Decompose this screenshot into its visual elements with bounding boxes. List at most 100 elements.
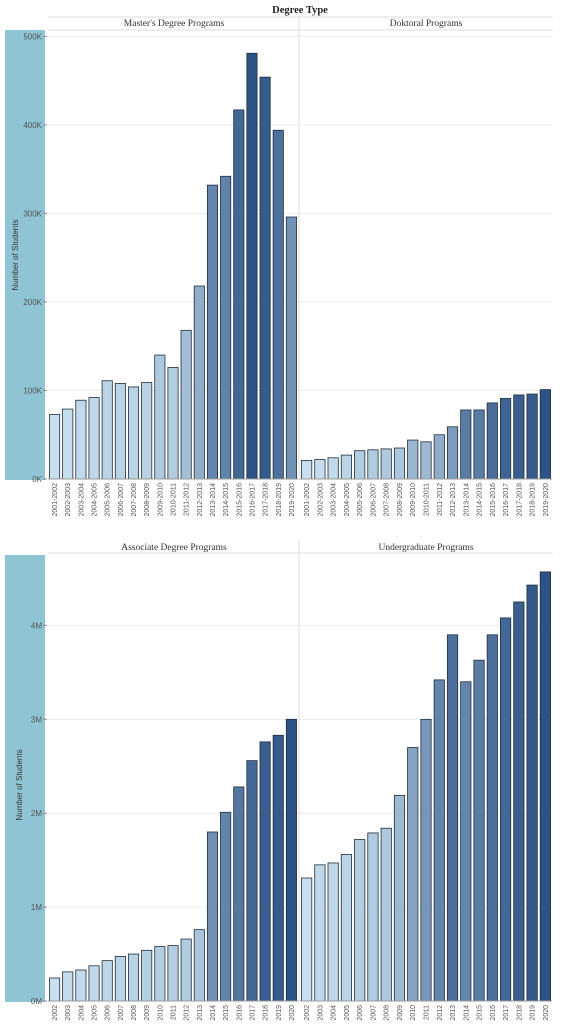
x-tick-label: 2002 [304,1005,311,1021]
panel-title-associate: Associate Degree Programs [121,543,227,553]
x-tick-label: 2001-2002 [52,483,59,517]
x-tick-label: 2008-2009 [144,483,151,517]
bar [206,184,218,480]
bar [526,584,538,1002]
y-tick-label: 4M [31,621,42,630]
bar [127,386,140,480]
bar [101,380,113,480]
bar [127,953,140,1002]
x-tick-label: 2008-2009 [397,483,404,517]
bar [259,76,271,480]
x-tick-label: 2015-2016 [490,483,497,517]
bar [285,216,297,480]
bar [259,741,271,1002]
bar [539,389,551,480]
y-axis-label-bottom: Number of Students [15,749,24,820]
x-tick-label: 2018-2019 [276,483,283,517]
x-tick-label: 2018-2019 [530,483,537,517]
bar [327,862,339,1002]
bar [500,398,512,480]
x-tick-label: 2005 [92,1005,99,1021]
bar [446,426,459,480]
bar [420,718,432,1002]
bar [206,831,218,1002]
x-tick-label: 2017-2018 [263,483,270,517]
bar [193,285,205,480]
x-tick-label: 2017-2018 [516,483,523,517]
y-tick-label: 300K [23,209,42,218]
bar [340,854,353,1002]
bar [220,811,232,1002]
bar [49,413,61,480]
x-tick-label: 2015-2016 [236,483,243,517]
x-tick-label: 2002 [52,1005,59,1021]
bar [272,129,284,480]
x-tick-label: 2003 [65,1005,72,1021]
y-tick-label: 400K [23,121,42,130]
x-tick-label: 2011-2012 [437,483,444,516]
bar [327,457,339,480]
bar [75,969,87,1002]
x-tick-label: 2012-2013 [197,483,204,517]
panel-masters: 2001-2002 2002-2003 2003-2004 2004-2005 2005… [48,52,298,517]
x-tick-label: 2004-2005 [92,483,99,517]
bar [473,409,485,480]
bar [141,949,153,1002]
y-axis-band-top [5,30,45,480]
x-tick-label: 2019 [530,1005,537,1021]
bar [367,832,379,1002]
bar [486,402,498,480]
bar [380,827,392,1002]
x-tick-label: 2014 [463,1005,470,1021]
x-tick-label: 2013 [197,1005,204,1021]
panel-title-undergraduate: Undergraduate Programs [378,543,473,553]
bar [460,409,472,480]
bar [486,634,498,1002]
y-tick-label: 2M [31,809,42,818]
x-tick-label: 2008 [131,1005,138,1021]
x-tick-label: 2003-2004 [78,483,85,517]
x-tick-label: 2013 [450,1005,457,1021]
bar [246,52,258,480]
y-tick-label: 1M [31,903,42,912]
bar [88,965,100,1002]
bar [354,450,366,480]
y-tick-label: 500K [23,32,42,41]
x-tick-label: 2013-2014 [210,483,217,517]
x-tick-label: 2016 [236,1005,243,1021]
bar [180,938,192,1002]
bar [180,329,192,480]
panel-associate: 2002 2003 2004 2005 2006 2007 2008 2009 2010 2011… [48,718,298,1021]
x-tick-label: 2003-2004 [331,483,338,517]
x-tick-label: 2004 [331,1005,338,1021]
x-tick-label: 2011-2012 [184,483,191,516]
x-tick-label: 2007 [370,1005,377,1021]
bar [301,877,313,1002]
panel-title-masters: Master's Degree Programs [124,19,225,29]
bar [526,393,538,480]
bar [407,439,419,480]
x-tick-label: 2005-2006 [357,483,364,517]
bar [433,679,445,1002]
x-tick-label: 2015 [477,1005,484,1021]
bar [380,448,392,480]
bar [272,734,284,1002]
bar [285,718,297,1002]
panel-title-doctoral: Doktoral Programs [390,19,463,29]
x-tick-label: 2014-2015 [477,483,484,517]
bar [49,977,61,1002]
y-axis-label-top: Number of Students [11,219,20,290]
x-tick-label: 2007-2008 [131,483,138,517]
x-tick-label: 2006 [357,1005,364,1021]
x-tick-label: 2019 [276,1005,283,1021]
x-tick-label: 2007 [118,1005,125,1021]
x-tick-label: 2013-2014 [463,483,470,517]
x-tick-label: 2011 [171,1005,178,1020]
y-tick-label: 200K [23,298,42,307]
x-tick-label: 2004-2005 [344,483,351,517]
bar [539,571,551,1002]
bar [314,459,326,480]
x-tick-label: 2020 [543,1005,550,1021]
x-tick-label: 2014-2015 [223,483,230,517]
x-tick-label: 2009-2010 [157,483,164,517]
